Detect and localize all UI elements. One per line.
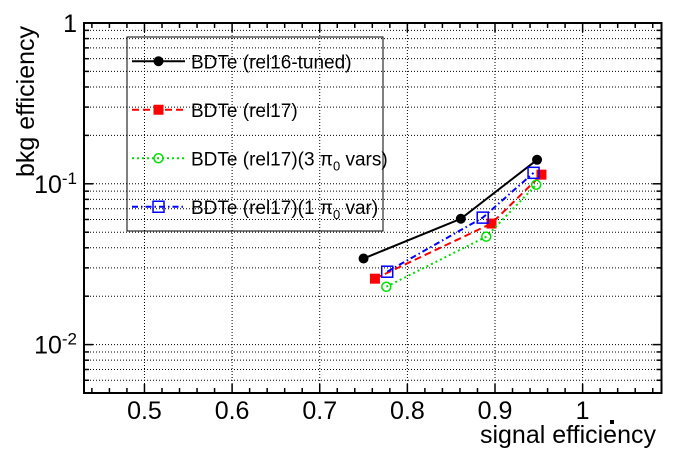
y-tick-label: 10-2 [34,330,77,360]
data-point-series-2 [530,179,542,191]
data-point-series-1 [486,218,497,229]
legend-box [126,36,384,232]
data-point-series-3 [476,211,489,224]
x-tick-label: 1 [576,397,590,425]
x-tick-label: 0.7 [302,397,337,425]
legend-marker [152,200,165,213]
y-axis-title: bkg efficiency [12,26,40,178]
x-tick-label: 0.5 [127,397,162,425]
data-point-series-0 [532,154,543,165]
series-line-3 [386,172,535,273]
data-point-series-3 [527,166,540,180]
data-point-series-1 [369,273,380,284]
data-point-series-0 [358,253,369,264]
y-tick-label: 1 [63,10,77,38]
data-point-series-1 [536,169,547,180]
cursor-dot [610,420,614,424]
x-tick-label: 0.9 [478,397,513,425]
y-tick-label: 10-1 [34,169,77,199]
data-point-series-0 [455,213,466,224]
legend-label: BDTe (rel17) [191,101,298,122]
legend-marker [153,153,164,164]
data-point-series-2 [381,281,392,292]
x-axis-title: signal efficiency [480,421,657,449]
legend-marker [153,56,164,67]
legend-label: BDTe (rel17)(1 π0 var) [191,198,378,222]
legend-label: BDTe (rel17)(3 π0 vars) [191,149,388,173]
x-tick-label: 0.8 [390,397,425,425]
x-tick-label: 0.6 [215,397,250,425]
legend-marker [153,104,164,115]
series-line-1 [374,173,543,280]
data-point-series-3 [380,265,394,278]
data-point-series-2 [480,231,492,242]
legend-label: BDTe (rel16-tuned) [191,52,352,73]
series-line-2 [385,184,537,288]
